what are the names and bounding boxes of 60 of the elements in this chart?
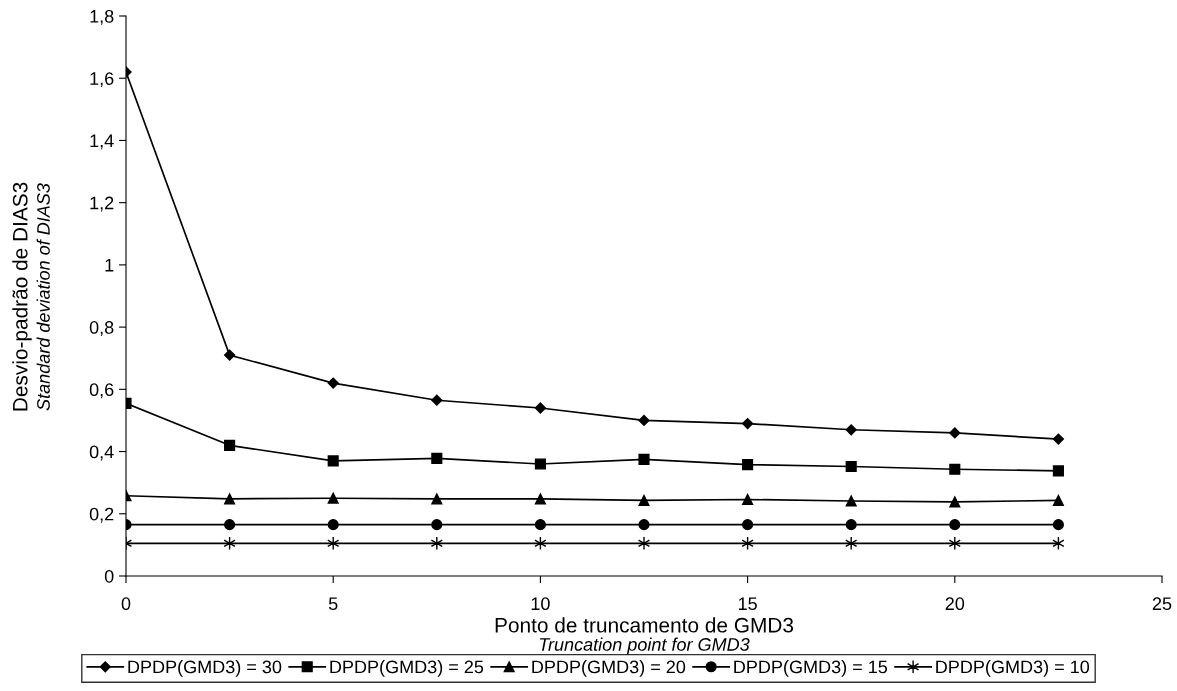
y-tick-label: 0 bbox=[104, 569, 114, 583]
point bbox=[431, 493, 443, 505]
y-tick-label: 1,4 bbox=[90, 134, 114, 150]
y-tick-label: 0,6 bbox=[89, 383, 114, 399]
point bbox=[742, 459, 754, 471]
point bbox=[949, 427, 961, 439]
y-tick-label: 0,4 bbox=[89, 445, 114, 461]
point bbox=[431, 452, 443, 464]
point bbox=[638, 414, 650, 427]
point bbox=[742, 493, 754, 506]
point bbox=[949, 463, 961, 475]
point bbox=[223, 349, 236, 361]
legend-label: DPDP(GMD3) = 20 bbox=[532, 660, 686, 677]
x-tick-label: 25 bbox=[1152, 597, 1172, 611]
x-tick-label: 10 bbox=[531, 597, 550, 611]
legend-label: DPDP(GMD3) = 30 bbox=[128, 660, 282, 677]
point bbox=[845, 460, 857, 473]
y-tick-label: 0,2 bbox=[89, 507, 114, 523]
point bbox=[431, 394, 443, 406]
point bbox=[742, 519, 754, 531]
y-axis-title: Desvio-padrão de DIAS3 Standard deviation of DIAS3 bbox=[12, 182, 50, 411]
x-tick-label: 15 bbox=[738, 597, 757, 611]
point bbox=[534, 402, 547, 414]
point bbox=[1052, 494, 1064, 506]
legend-label: DPDP(GMD3) = 25 bbox=[330, 660, 484, 677]
x-tick-label: 0 bbox=[121, 597, 131, 611]
y-tick-label: 1,2 bbox=[90, 196, 114, 212]
point bbox=[638, 494, 650, 506]
point bbox=[327, 455, 339, 467]
point bbox=[1052, 465, 1064, 477]
point bbox=[845, 495, 857, 507]
legend-label: DPDP(GMD3) = 15 bbox=[734, 660, 888, 677]
x-tick-label: 20 bbox=[945, 597, 965, 611]
point bbox=[327, 377, 339, 389]
x-tick-label: 5 bbox=[328, 597, 338, 611]
point bbox=[1052, 519, 1064, 531]
point bbox=[845, 424, 857, 436]
point bbox=[949, 519, 961, 531]
point bbox=[741, 417, 754, 430]
x-axis-title: Ponto de truncamento de GMD3 Truncation point for GMD3 bbox=[495, 617, 794, 655]
point bbox=[638, 519, 650, 531]
y-tick-label: 1,8 bbox=[90, 9, 114, 25]
point bbox=[224, 439, 236, 451]
point bbox=[534, 458, 546, 470]
point bbox=[845, 519, 857, 531]
point bbox=[1052, 433, 1065, 445]
point bbox=[431, 519, 443, 531]
point bbox=[949, 496, 961, 508]
point bbox=[224, 519, 236, 531]
legend-label: DPDP(GMD3) = 10 bbox=[936, 660, 1090, 677]
point bbox=[327, 492, 339, 504]
point bbox=[327, 519, 339, 531]
point bbox=[224, 493, 236, 505]
point bbox=[637, 536, 651, 551]
point bbox=[638, 453, 650, 465]
y-tick-label: 1 bbox=[105, 259, 114, 272]
y-tick-label: 1,6 bbox=[90, 72, 114, 88]
y-tick-label: 0,8 bbox=[89, 321, 114, 336]
point bbox=[534, 519, 546, 531]
point bbox=[534, 493, 546, 505]
